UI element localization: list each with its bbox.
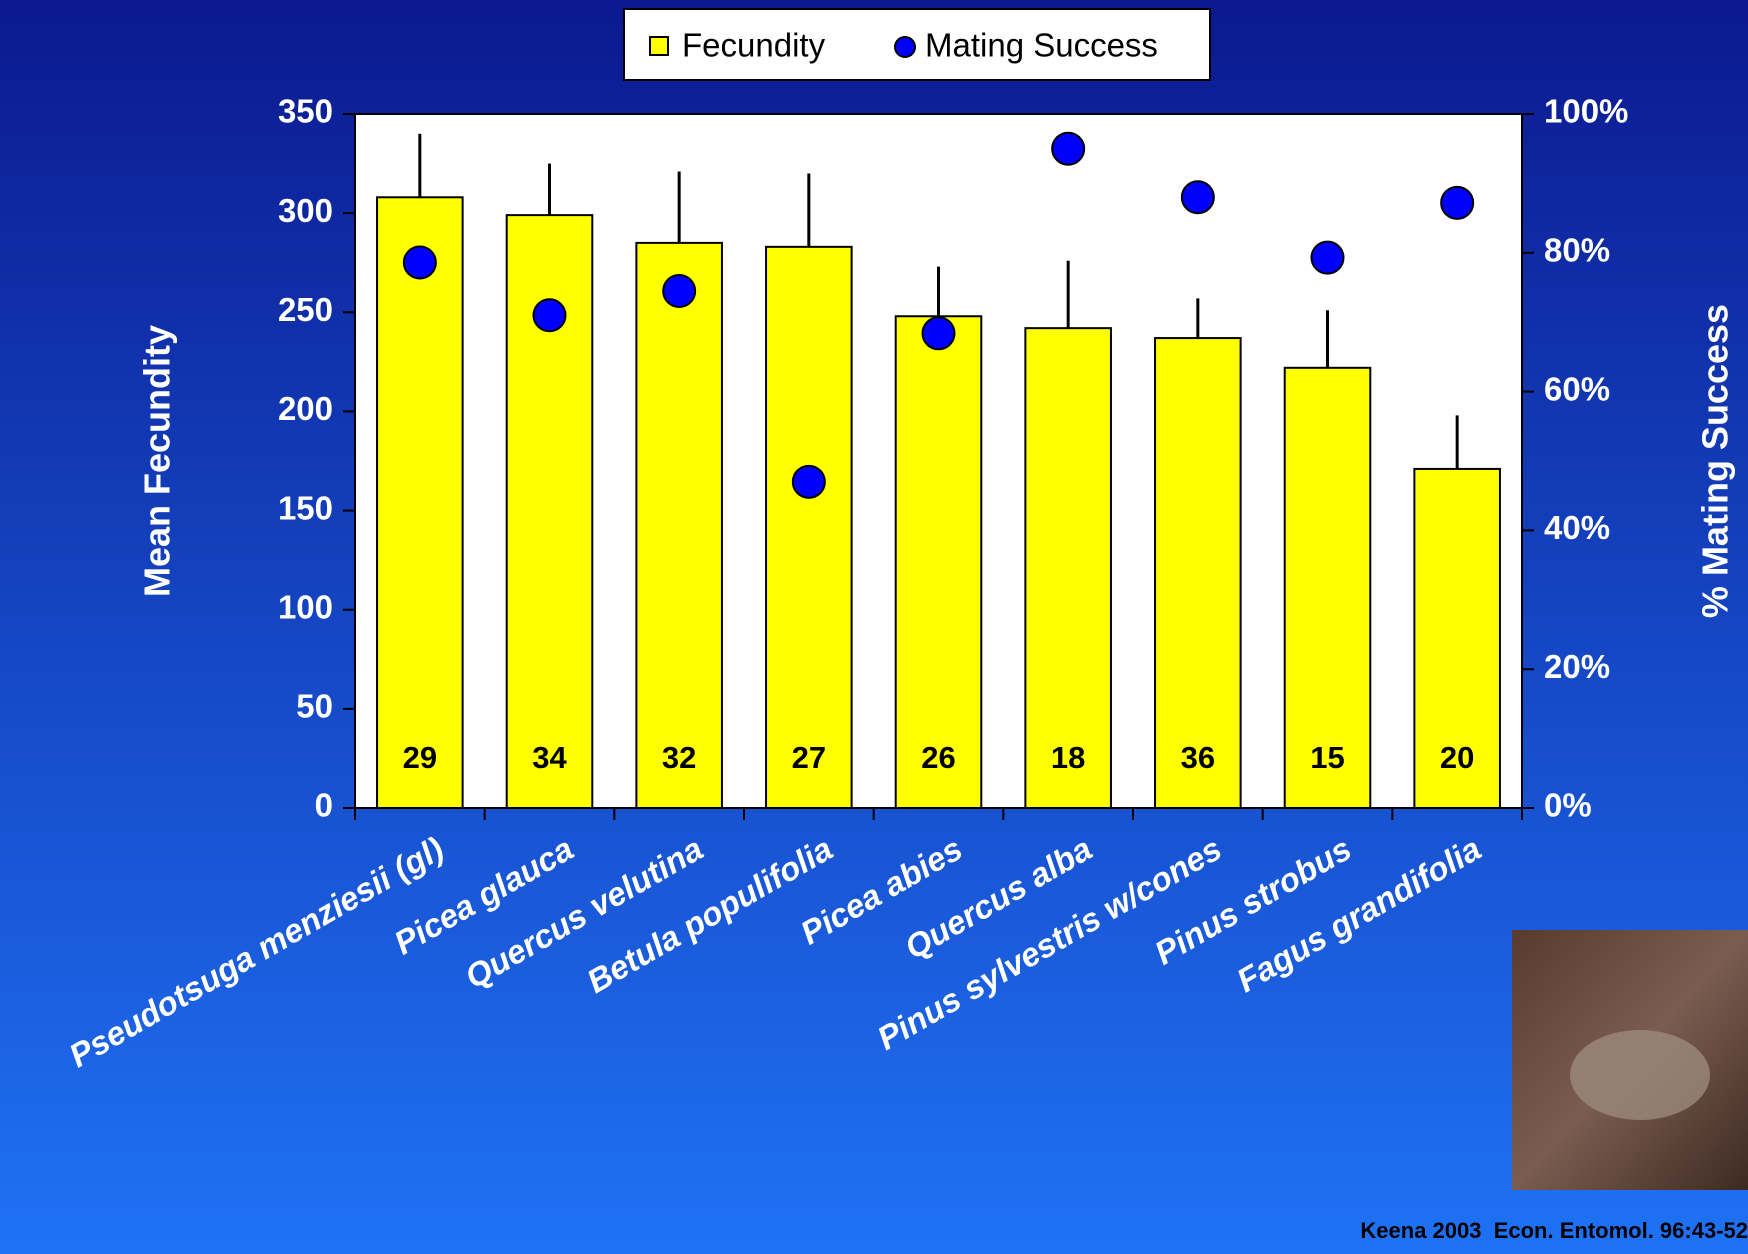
y-tick-label: 100	[278, 588, 333, 625]
y2-axis-title: % Mating Success	[1695, 304, 1736, 618]
sample-size: 26	[921, 740, 955, 775]
y-tick-label: 300	[278, 192, 333, 229]
y2-tick-label: 20%	[1544, 648, 1610, 685]
y2-tick-label: 100%	[1544, 93, 1628, 130]
dot	[1180, 180, 1215, 215]
y-tick-label: 200	[278, 390, 333, 427]
legend-box	[623, 8, 1211, 81]
dot	[662, 273, 697, 308]
bar	[1154, 337, 1242, 809]
y-tick-label: 50	[296, 688, 333, 725]
sample-size: 18	[1051, 740, 1085, 775]
dot	[1440, 185, 1475, 220]
sample-size: 29	[403, 740, 437, 775]
sample-size: 15	[1310, 740, 1344, 775]
legend-label: Mating Success	[925, 27, 1158, 64]
y2-tick-label: 0%	[1544, 787, 1592, 824]
legend-swatch	[649, 36, 669, 56]
moth-shape	[1570, 1030, 1710, 1120]
y-tick-label: 250	[278, 291, 333, 328]
dot	[1310, 240, 1345, 275]
bar	[765, 245, 853, 809]
dot	[402, 245, 437, 280]
y2-tick-label: 40%	[1544, 509, 1610, 546]
bar	[376, 196, 464, 809]
sample-size: 32	[662, 740, 696, 775]
legend: Fecundity Mating Success	[623, 8, 1211, 81]
bar	[1024, 327, 1112, 809]
y2-tick-label: 60%	[1544, 370, 1610, 407]
bar	[1283, 366, 1372, 809]
sample-size: 27	[792, 740, 826, 775]
legend-label: Fecundity	[682, 27, 826, 64]
y-tick-label: 350	[278, 93, 333, 130]
sample-size: 36	[1181, 740, 1215, 775]
dot	[1051, 131, 1086, 166]
dot	[791, 464, 826, 499]
citation: Keena 2003 Econ. Entomol. 96:43-52	[1360, 1218, 1748, 1243]
y-tick-label: 150	[278, 489, 333, 526]
bar	[1413, 467, 1501, 809]
y2-tick-label: 80%	[1544, 232, 1610, 269]
bar	[635, 241, 723, 809]
sample-size: 20	[1440, 740, 1474, 775]
bar	[894, 315, 983, 809]
y-tick-label: 0	[315, 787, 333, 824]
dot	[921, 316, 956, 351]
legend-swatch	[894, 36, 916, 58]
sample-size: 34	[532, 740, 567, 775]
dot	[532, 298, 567, 333]
y-axis-title: Mean Fecundity	[137, 325, 178, 597]
